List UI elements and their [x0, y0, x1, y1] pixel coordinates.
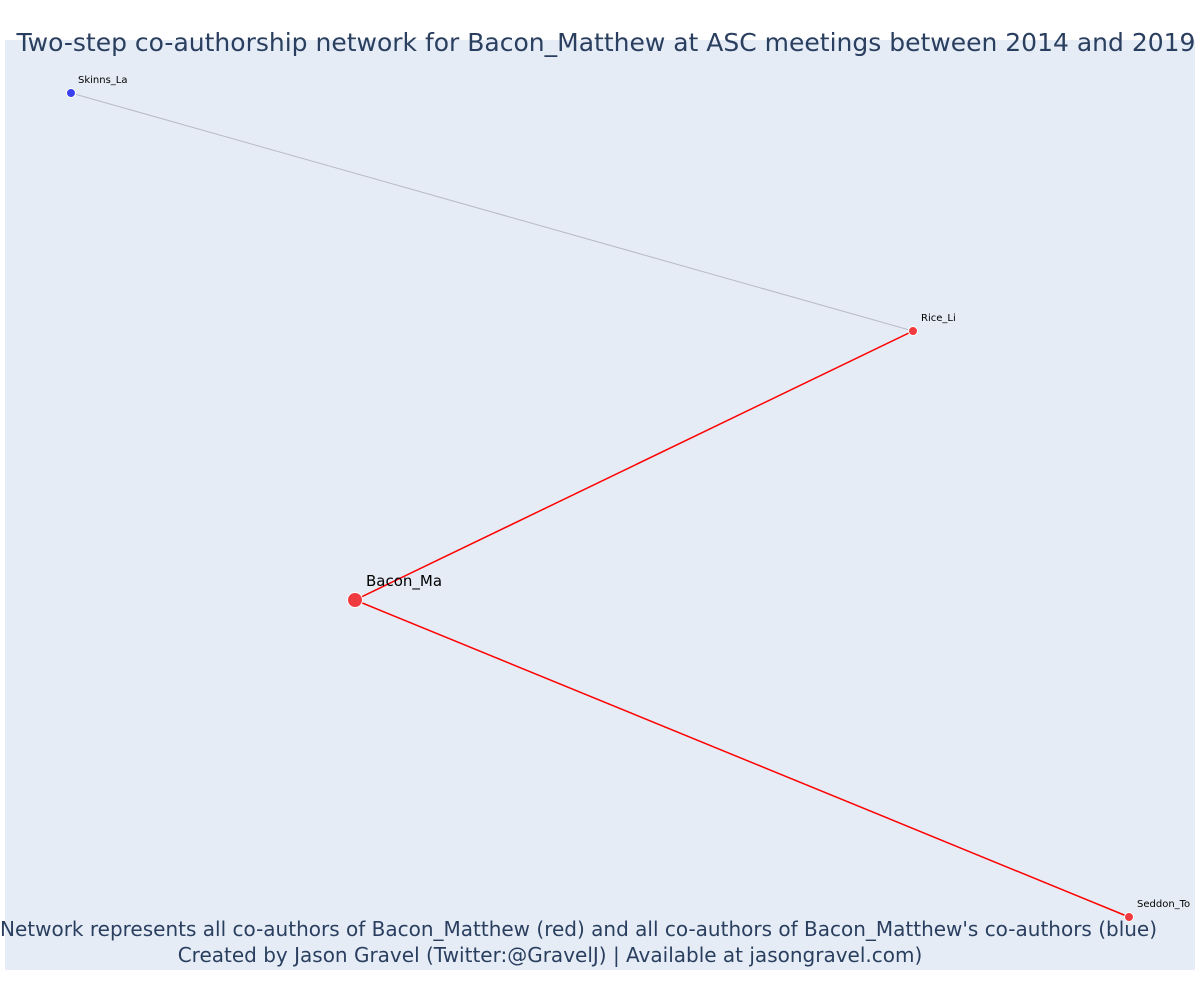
node-label-skinns_la: Skinns_La	[78, 75, 128, 86]
node-label-bacon_ma: Bacon_Ma	[366, 572, 442, 591]
edge-rice_li-skinns_la	[70, 92, 914, 332]
node-skinns_la[interactable]	[66, 88, 76, 98]
node-rice_li[interactable]	[908, 326, 918, 336]
nodes-layer	[66, 88, 1134, 922]
plot-area	[5, 40, 1195, 970]
edge-bacon_ma-rice_li	[354, 330, 914, 601]
chart-title: Two-step co-authorship network for Bacon…	[16, 28, 1196, 57]
node-label-seddon_to: Seddon_To	[1137, 899, 1190, 910]
node-seddon_to[interactable]	[1124, 912, 1134, 922]
node-bacon_ma[interactable]	[347, 592, 363, 608]
caption-line-1: Network represents all co-authors of Bac…	[0, 917, 1158, 941]
node-label-rice_li: Rice_Li	[921, 313, 956, 324]
edges-layer	[70, 92, 1130, 918]
edge-bacon_ma-seddon_to	[354, 599, 1130, 918]
labels-layer: Bacon_Ma Rice_Li Seddon_To Skinns_La	[78, 75, 1190, 910]
caption-line-2: Created by Jason Gravel (Twitter:@Gravel…	[177, 943, 923, 967]
